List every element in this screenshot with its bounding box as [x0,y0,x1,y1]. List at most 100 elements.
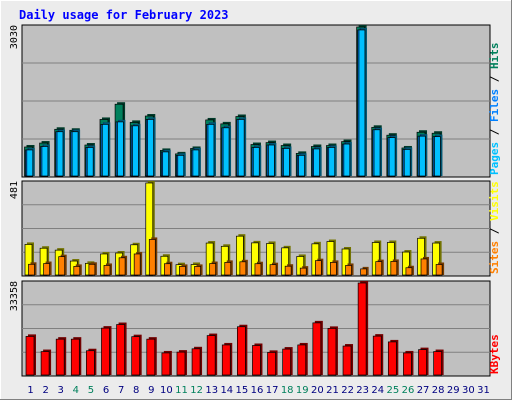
x-day-label: 28 [432,385,445,396]
bar-face [103,265,111,276]
x-day-label: 18 [281,385,294,396]
x-day-label: 12 [190,385,203,396]
bar-kbytes [433,349,444,376]
bar-kbytes [206,333,218,376]
bar-kbytes [116,322,127,376]
bar-kbytes [131,334,142,376]
bar-pages [147,117,156,177]
bar-face [252,147,260,177]
bar-face [101,327,110,376]
bar-face [387,341,397,376]
x-day-label: 31 [477,385,490,396]
bar-face [342,345,352,376]
bar-face [360,268,367,276]
chart-panels: 3030 Pages / Files / Hits 481 Sites / Visit… [9,24,501,377]
bar-kbytes [40,349,52,376]
x-day-label: 19 [296,385,309,396]
legend-sites: Sites [488,241,501,274]
bar-face [312,322,322,376]
x-day-label: 16 [251,385,264,396]
bar-kbytes [161,350,172,376]
bar-face [86,350,95,376]
bar-face [267,352,276,376]
bar-pages [418,134,428,177]
bar-face [388,137,396,177]
bar-face [117,121,124,177]
x-day-label: 20 [311,385,324,396]
bar-kbytes [357,281,369,376]
bar-pages [237,117,247,177]
bar-kbytes [55,337,67,376]
bar-face [191,348,201,376]
bar-face [221,344,231,376]
bar-face [55,338,65,376]
bar-face [269,264,277,276]
bar-pages [358,27,367,177]
x-day-label: 9 [148,385,154,396]
bar-kbytes [327,326,338,376]
x-day-label: 1 [27,385,33,396]
x-day-label: 10 [160,385,173,396]
legend-pages: Pages [488,142,501,175]
bar-face [237,326,246,376]
bar-face [71,131,79,177]
bar-sites [375,259,384,276]
bar-face [56,131,64,177]
panel-main: 3030 Pages / Files / Hits [9,24,501,178]
bar-pages [101,122,111,177]
bar-face [209,263,217,276]
bar-face [88,263,96,276]
bar-pages [343,142,352,177]
bar-pages [86,145,96,177]
x-day-label: 22 [341,385,354,396]
x-day-label: 2 [42,385,48,396]
bar-kbytes [267,350,278,376]
bar-pages [267,143,277,177]
bar-sites [390,259,399,276]
bar-face [192,149,200,177]
bar-face [224,262,232,276]
bar-face [40,351,50,376]
bar-face [179,266,186,276]
legend-separator: / [488,122,501,142]
bar-face [284,265,292,276]
bar-face [239,261,247,276]
bar-sites [330,260,339,276]
legend-visits: Visits [488,181,501,221]
bar-face [25,336,35,376]
x-day-label: 27 [417,385,430,396]
bar-pages [177,153,186,177]
bar-face [146,338,156,376]
bar-kbytes [86,348,97,376]
bar-pages [298,153,307,177]
bar-face [26,149,34,177]
bar-face [222,127,230,177]
bar-sites [269,262,279,276]
bar-pages [207,122,216,177]
bar-face [357,282,367,376]
bar-sites [194,264,203,276]
bar-face [28,263,35,276]
bar-face [254,263,262,276]
bar-kbytes [176,350,187,376]
bar-face [327,328,337,376]
bar-pages [26,147,35,177]
bar-sites [43,261,52,276]
x-day-label: 7 [118,385,124,396]
y-max-label: 481 [9,181,20,199]
bar-face [403,352,412,376]
bar-kbytes [403,350,414,376]
bar-face [73,266,81,276]
bar-kbytes [312,320,323,376]
bar-face [434,136,441,177]
bar-face [43,263,50,276]
bar-face [86,147,94,177]
bar-kbytes [221,342,233,376]
bar-kbytes [282,347,293,376]
bar-face [314,260,322,276]
chart-title: Daily usage for February 2023 [19,8,229,22]
bar-sites [284,264,294,276]
bar-sites [103,263,112,276]
panel-legend: Pages / Files / Hits [488,43,501,176]
x-day-label: 30 [462,385,475,396]
